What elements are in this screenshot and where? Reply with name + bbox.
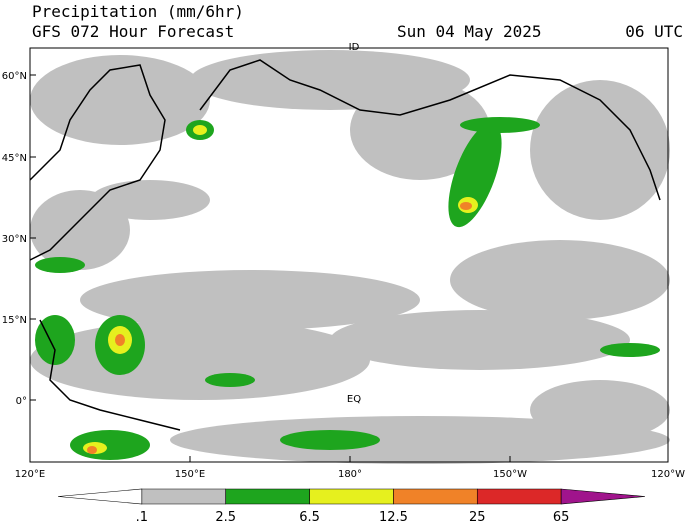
colorbar-label: 6.5 [299,510,320,525]
colorbar-label: 65 [553,510,570,525]
longitude-label: 150°E [175,469,205,480]
forecast-time: 06 UTC [625,22,683,41]
forecast-date: Sun 04 May 2025 [397,22,542,41]
longitude-label: 150°W [493,469,527,480]
longitude-label: 120°E [15,469,45,480]
colorbar-label: 25 [469,510,486,525]
longitude-label: 120°W [651,469,685,480]
longitude-label: 180° [338,469,362,480]
colorbar-segment [476,488,562,505]
colorbar-segment [141,488,227,505]
colorbar-segment [560,488,646,505]
colorbar-label: .1 [136,510,148,525]
map-area [29,47,670,464]
map-label: ID [349,42,360,53]
colorbar-segment [393,488,478,505]
latitude-label: 45°N [2,153,27,164]
colorbar-segment [57,488,143,505]
latitude-label: 0° [16,396,27,407]
colorbar-segment [309,488,394,505]
colorbar-label: 2.5 [215,510,236,525]
latitude-label: 15°N [2,315,27,326]
colorbar-label: 12.5 [379,510,408,525]
map-title: Precipitation (mm/6hr) [32,2,244,21]
latitude-label: 30°N [2,234,27,245]
latitude-label: 60°N [2,71,27,82]
map-subtitle: GFS 072 Hour Forecast [32,22,234,41]
map-label: EQ [347,394,361,405]
colorbar-segment [225,488,310,505]
